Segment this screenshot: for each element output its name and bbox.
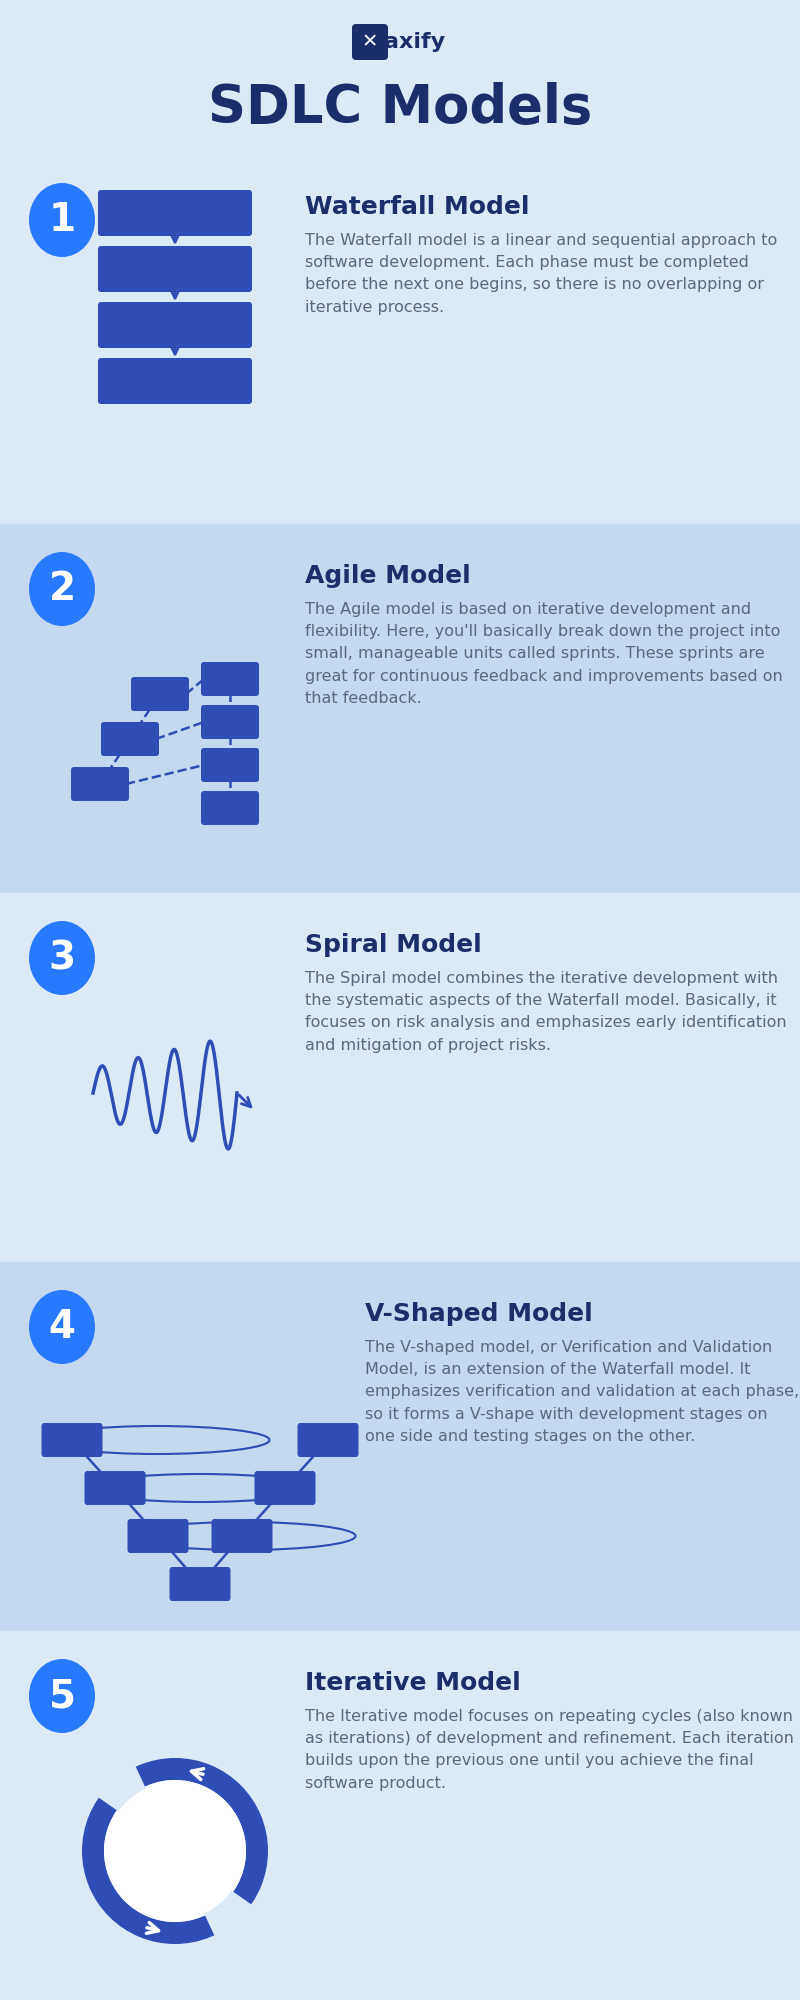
Text: Iterative Model: Iterative Model xyxy=(305,1672,521,1696)
FancyBboxPatch shape xyxy=(170,1568,230,1600)
FancyBboxPatch shape xyxy=(98,190,252,236)
Text: 2: 2 xyxy=(49,570,75,608)
Ellipse shape xyxy=(29,552,95,626)
FancyBboxPatch shape xyxy=(101,722,159,756)
Text: The Waterfall model is a linear and sequential approach to software development.: The Waterfall model is a linear and sequ… xyxy=(305,232,778,314)
FancyBboxPatch shape xyxy=(98,302,252,348)
FancyBboxPatch shape xyxy=(71,766,129,800)
Wedge shape xyxy=(204,1890,253,1938)
Text: 1: 1 xyxy=(49,202,75,238)
Circle shape xyxy=(104,1780,246,1922)
Text: The Iterative model focuses on repeating cycles (also known as iterations) of de: The Iterative model focuses on repeating… xyxy=(305,1708,794,1790)
Text: V-Shaped Model: V-Shaped Model xyxy=(365,1302,593,1326)
FancyBboxPatch shape xyxy=(98,246,252,292)
Ellipse shape xyxy=(29,184,95,256)
Text: 4: 4 xyxy=(49,1308,75,1346)
Text: ✕: ✕ xyxy=(362,32,378,52)
FancyBboxPatch shape xyxy=(85,1472,146,1504)
FancyBboxPatch shape xyxy=(352,24,388,60)
Text: The Agile model is based on iterative development and flexibility. Here, you'll : The Agile model is based on iterative de… xyxy=(305,602,782,706)
Text: Waterfall Model: Waterfall Model xyxy=(305,196,530,218)
FancyBboxPatch shape xyxy=(131,676,189,712)
FancyBboxPatch shape xyxy=(127,1520,189,1552)
Bar xyxy=(0,156,800,524)
Text: Agile Model: Agile Model xyxy=(305,564,470,588)
Text: The Spiral model combines the iterative development with the systematic aspects : The Spiral model combines the iterative … xyxy=(305,972,786,1052)
FancyBboxPatch shape xyxy=(211,1520,273,1552)
Wedge shape xyxy=(97,1764,146,1812)
Ellipse shape xyxy=(29,1290,95,1364)
Text: SDLC Models: SDLC Models xyxy=(208,82,592,134)
Bar xyxy=(0,524,800,892)
Text: Spiral Model: Spiral Model xyxy=(305,932,482,958)
FancyBboxPatch shape xyxy=(254,1472,315,1504)
Text: The V-shaped model, or Verification and Validation Model, is an extension of the: The V-shaped model, or Verification and … xyxy=(365,1340,799,1444)
Bar xyxy=(0,892,800,1262)
FancyBboxPatch shape xyxy=(201,662,259,696)
FancyBboxPatch shape xyxy=(42,1424,102,1456)
Bar xyxy=(0,1632,800,2000)
FancyBboxPatch shape xyxy=(201,790,259,824)
Text: axify: axify xyxy=(385,32,446,52)
FancyBboxPatch shape xyxy=(201,706,259,738)
Bar xyxy=(0,1262,800,1632)
Text: 3: 3 xyxy=(49,940,75,976)
FancyBboxPatch shape xyxy=(298,1424,358,1456)
FancyBboxPatch shape xyxy=(201,748,259,782)
Ellipse shape xyxy=(29,920,95,994)
Wedge shape xyxy=(82,1758,268,1944)
Text: 5: 5 xyxy=(49,1676,75,1714)
Ellipse shape xyxy=(29,1660,95,1732)
FancyBboxPatch shape xyxy=(98,358,252,404)
